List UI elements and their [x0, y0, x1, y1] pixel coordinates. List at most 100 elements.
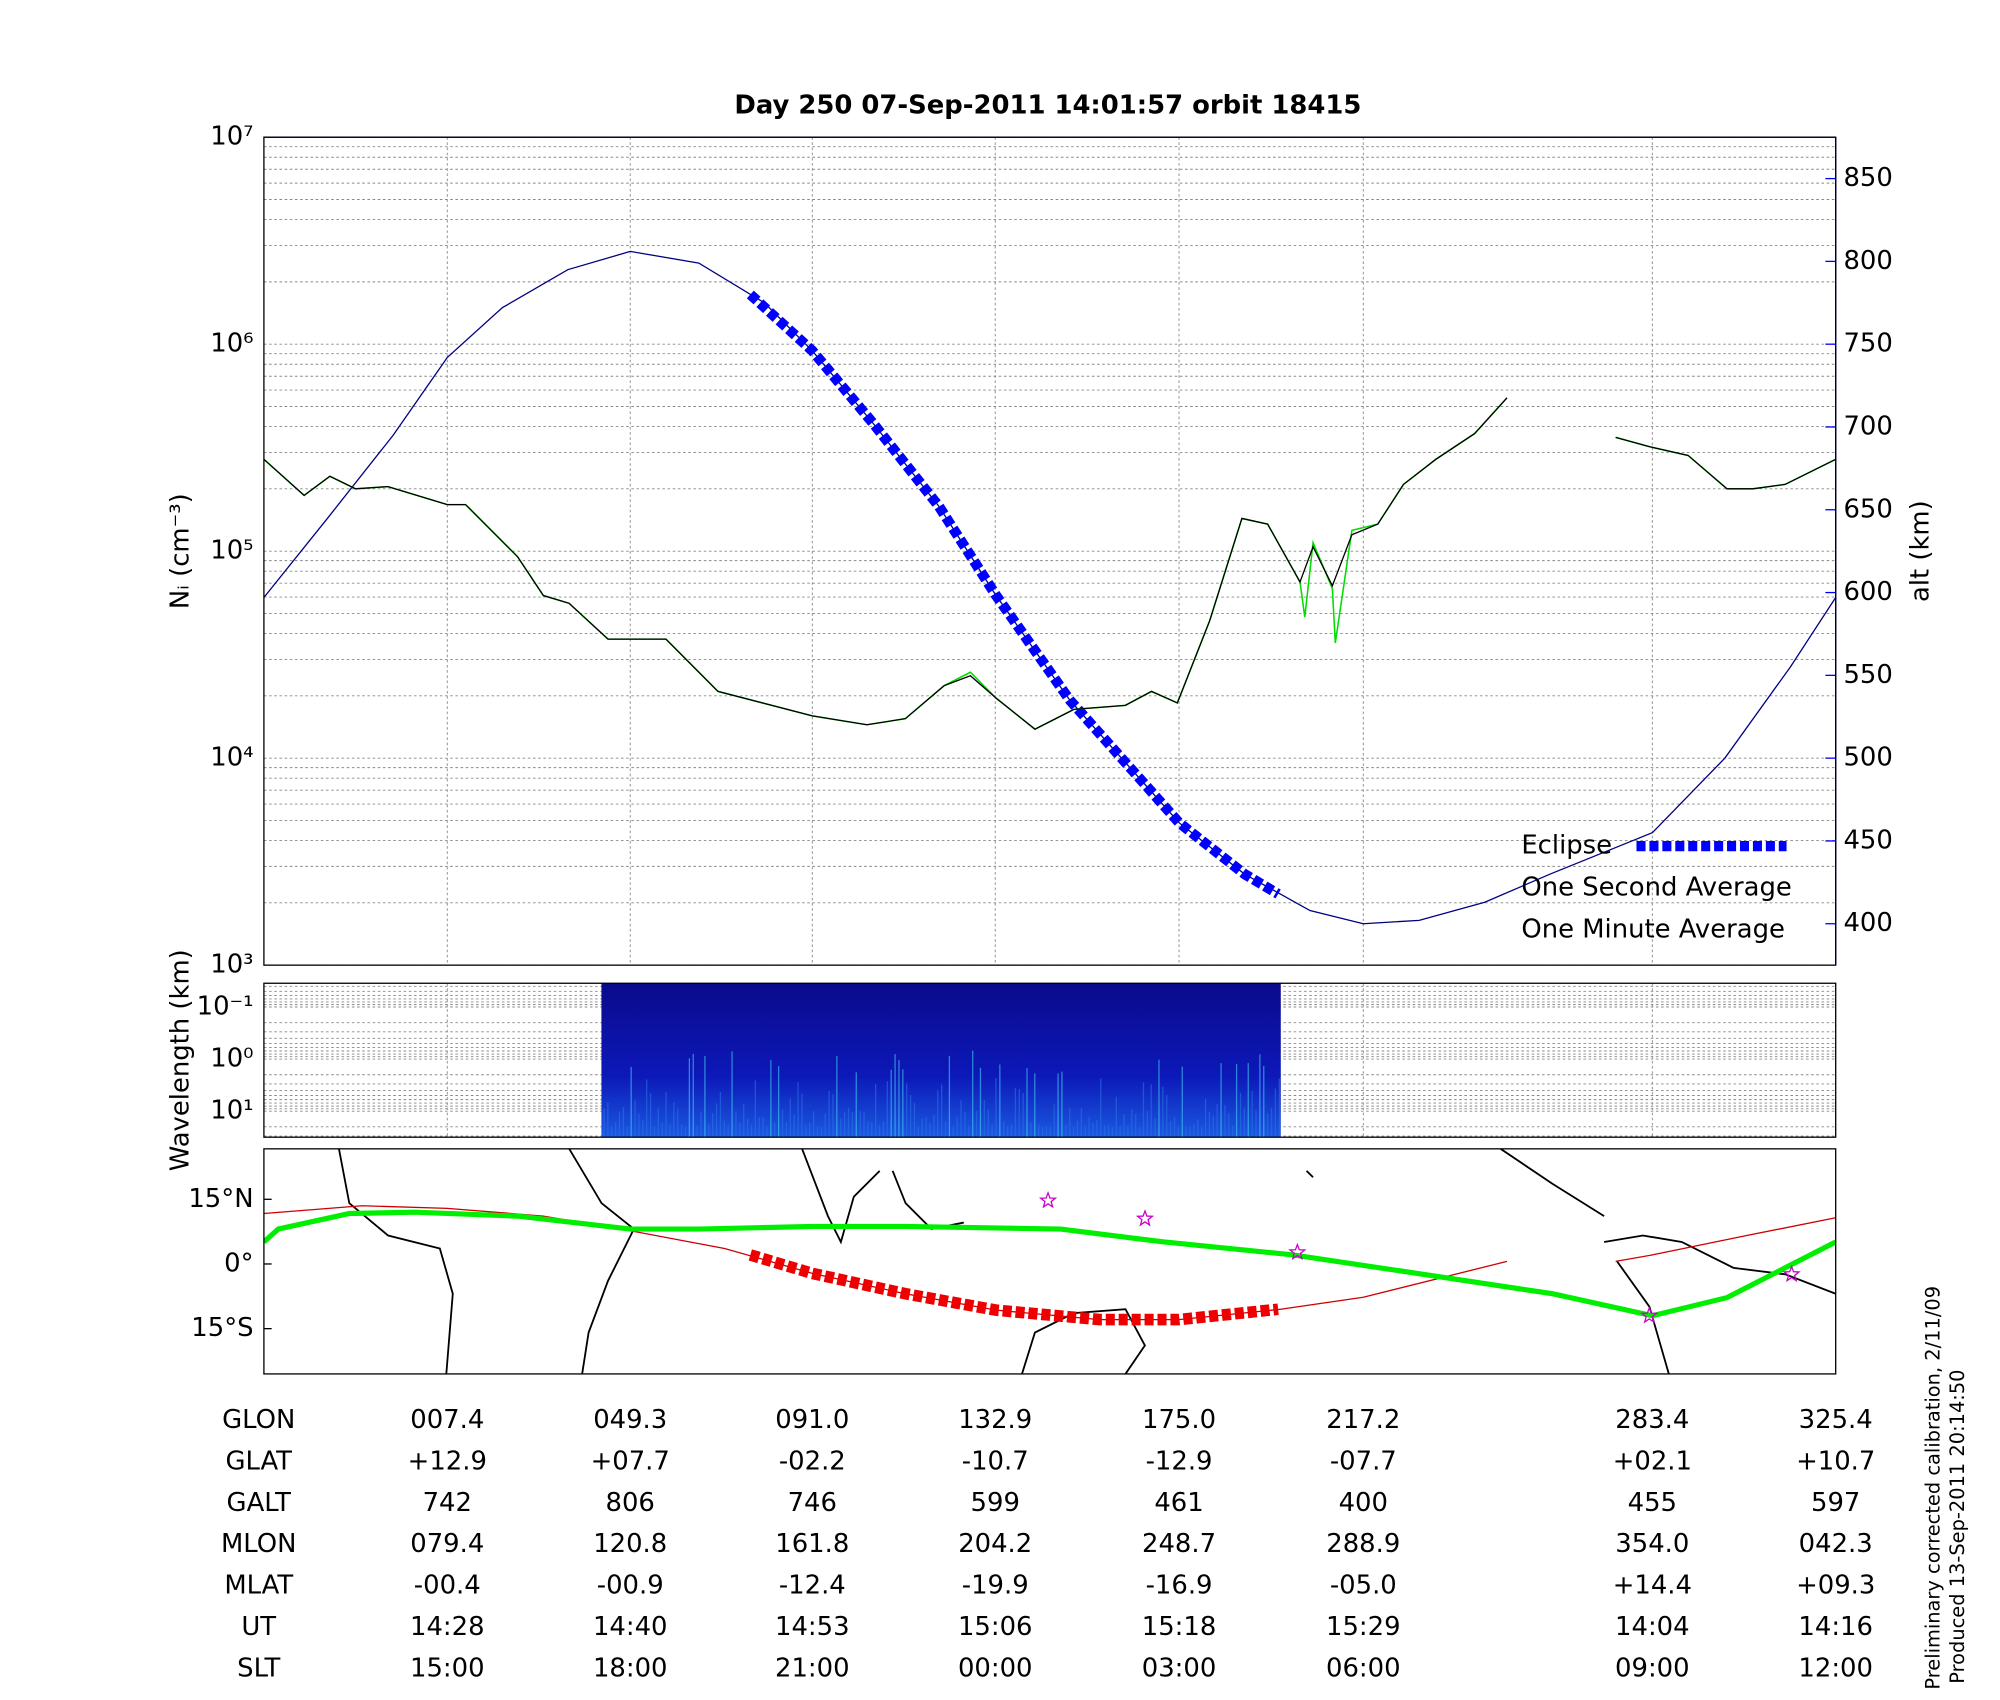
- table-cell: 00:00: [958, 1653, 1033, 1683]
- y2-tick-label: 700: [1843, 411, 1892, 441]
- y-tick-label: 0°: [224, 1248, 253, 1278]
- series-line: [263, 397, 1836, 730]
- row-label: MLAT: [224, 1571, 293, 1601]
- panel-frame: [263, 136, 1837, 966]
- chart-title: Day 250 07-Sep-2011 14:01:57 orbit 18415: [734, 91, 1361, 121]
- table-cell: 15:18: [1142, 1612, 1217, 1642]
- y-tick-label: 10³: [210, 950, 253, 980]
- table-cell: -00.4: [414, 1571, 481, 1601]
- table-cell: 042.3: [1799, 1529, 1873, 1559]
- table-cell: 597: [1811, 1488, 1860, 1518]
- y2-tick-label: 800: [1843, 246, 1892, 276]
- table-cell: 21:00: [775, 1653, 850, 1683]
- star-marker: [1782, 1264, 1801, 1283]
- x-tick-label: 283.4: [1615, 1405, 1689, 1435]
- y-axis-label: Nᵢ (cm⁻³): [166, 493, 196, 609]
- table-cell: 248.7: [1142, 1529, 1216, 1559]
- table-cell: -12.9: [1146, 1446, 1213, 1476]
- table-cell: -07.7: [1330, 1446, 1397, 1476]
- table-cell: +12.9: [408, 1446, 487, 1476]
- y-tick-label: 10⁷: [210, 122, 253, 152]
- table-cell: 09:00: [1615, 1653, 1690, 1683]
- table-cell: 14:28: [410, 1612, 485, 1642]
- y-tick-label: 10⁶: [210, 329, 253, 359]
- table-cell: 14:40: [593, 1612, 668, 1642]
- y-tick-label: 15°S: [191, 1313, 253, 1343]
- table-cell: 18:00: [593, 1653, 668, 1683]
- row-label: GALT: [227, 1488, 292, 1518]
- table-cell: 06:00: [1326, 1653, 1401, 1683]
- table-cell: +02.1: [1613, 1446, 1692, 1476]
- table-cell: 12:00: [1798, 1653, 1873, 1683]
- y-tick-label: 10⁴: [210, 743, 253, 773]
- table-cell: -12.4: [779, 1571, 846, 1601]
- table-cell: 461: [1154, 1488, 1203, 1518]
- table-cell: 14:53: [775, 1612, 850, 1642]
- y-tick-label: 10¹: [210, 1096, 253, 1126]
- y-tick-label: 10⁰: [210, 1044, 253, 1074]
- table-cell: 14:04: [1615, 1612, 1690, 1642]
- x-tick-label: 049.3: [593, 1405, 667, 1435]
- y2-tick-label: 450: [1843, 825, 1892, 855]
- legend-label: One Minute Average: [1521, 915, 1785, 945]
- star-marker: [1038, 1190, 1058, 1209]
- table-cell: 079.4: [410, 1529, 484, 1559]
- panel-frame: [263, 1148, 1837, 1375]
- note: Produced 13-Sep-2011 20:14:50: [1946, 1369, 1969, 1683]
- panel-frame: [263, 982, 1837, 1138]
- table-cell: 15:29: [1326, 1612, 1401, 1642]
- star-marker: [1135, 1209, 1155, 1227]
- table-cell: +14.4: [1613, 1571, 1692, 1601]
- table-cell: -16.9: [1146, 1571, 1213, 1601]
- table-cell: 599: [971, 1488, 1020, 1518]
- note: Preliminary corrected calibration, 2/11/…: [1922, 1286, 1945, 1690]
- series-line: [746, 290, 1281, 899]
- table-cell: 161.8: [775, 1529, 849, 1559]
- table-cell: +10.7: [1796, 1446, 1875, 1476]
- table-cell: -05.0: [1330, 1571, 1397, 1601]
- row-label: UT: [241, 1612, 276, 1642]
- y-tick-label: 10⁵: [210, 536, 253, 566]
- table-cell: 455: [1628, 1488, 1677, 1518]
- table-cell: 15:06: [958, 1612, 1033, 1642]
- table-cell: 15:00: [410, 1653, 485, 1683]
- table-cell: -19.9: [962, 1571, 1029, 1601]
- row-label: GLON: [222, 1405, 295, 1435]
- row-label: SLT: [237, 1653, 280, 1683]
- y2-tick-label: 750: [1843, 329, 1892, 359]
- x-tick-label: 175.0: [1142, 1405, 1216, 1435]
- table-cell: -10.7: [962, 1446, 1029, 1476]
- table-cell: 806: [606, 1488, 655, 1518]
- y2-axis-label: alt (km): [1906, 500, 1936, 602]
- table-cell: 742: [423, 1488, 472, 1518]
- y2-tick-label: 650: [1843, 494, 1892, 524]
- x-tick-label: 325.4: [1799, 1405, 1873, 1435]
- x-tick-label: 007.4: [410, 1405, 484, 1435]
- y-tick-label: 15°N: [188, 1184, 253, 1214]
- y2-tick-label: 600: [1843, 577, 1892, 607]
- table-cell: +07.7: [591, 1446, 670, 1476]
- table-cell: +09.3: [1796, 1571, 1875, 1601]
- legend-label: Eclipse: [1521, 831, 1612, 861]
- table-cell: 354.0: [1615, 1529, 1689, 1559]
- table-cell: 204.2: [958, 1529, 1032, 1559]
- track-line: [263, 1209, 1836, 1319]
- y-tick-label: 10⁻¹: [197, 991, 254, 1021]
- table-cell: -02.2: [779, 1446, 846, 1476]
- track-line: [748, 1249, 1279, 1326]
- x-tick-label: 132.9: [958, 1405, 1032, 1435]
- legend-label: One Second Average: [1521, 873, 1791, 903]
- star-marker: [1640, 1306, 1659, 1324]
- star-marker: [1288, 1242, 1307, 1261]
- x-tick-label: 091.0: [775, 1405, 849, 1435]
- table-cell: 120.8: [593, 1529, 667, 1559]
- table-cell: 746: [788, 1488, 837, 1518]
- table-cell: -00.9: [597, 1571, 664, 1601]
- y2-tick-label: 850: [1843, 163, 1892, 193]
- row-label: GLAT: [225, 1446, 292, 1476]
- table-cell: 288.9: [1326, 1529, 1400, 1559]
- y2-tick-label: 550: [1843, 660, 1892, 690]
- table-cell: 14:16: [1798, 1612, 1873, 1642]
